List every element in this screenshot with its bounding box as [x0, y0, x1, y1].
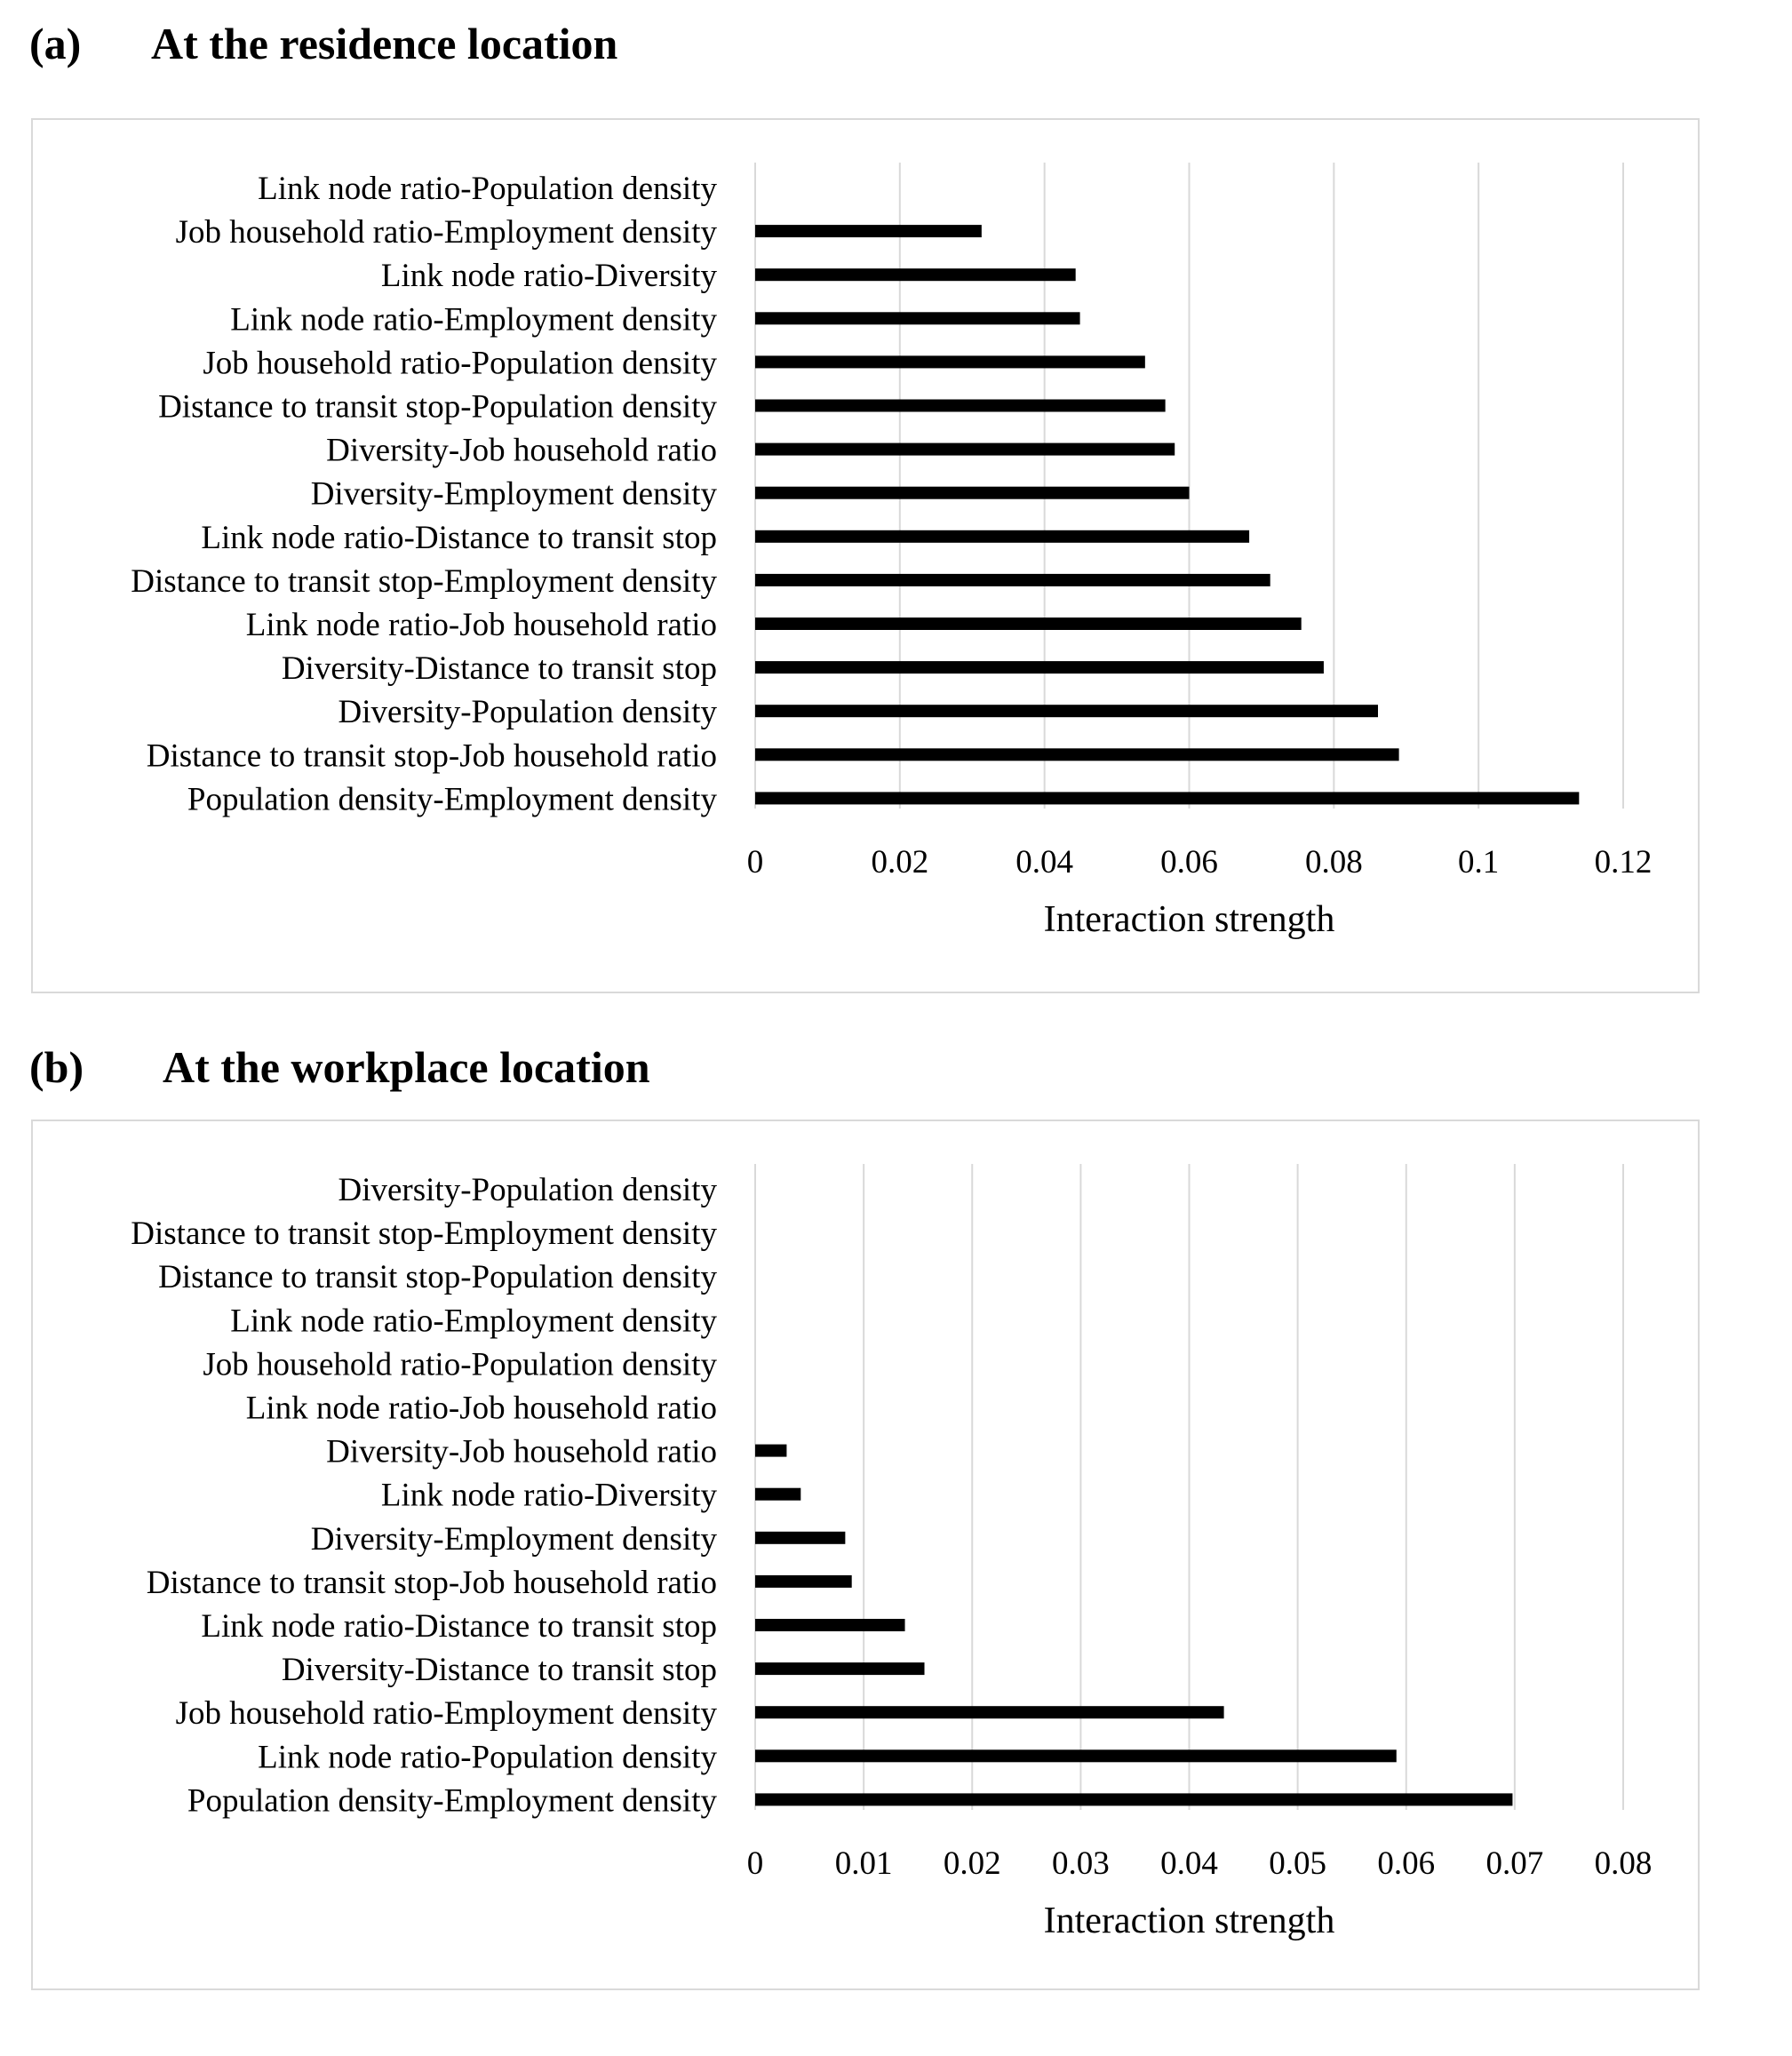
chart-b-category-label: Distance to transit stop-Population dens…: [158, 1259, 717, 1295]
chart-b-category-label: Link node ratio-Job household ratio: [246, 1391, 717, 1427]
chart-b-bar: [755, 1662, 925, 1676]
chart-a: 0 0.02 0.04 0.06 0.08 0.1 0.12 Link node ratio-…: [131, 163, 1653, 940]
chart-b-x-tick-label: 0.03: [1052, 1845, 1110, 1882]
chart-b-bar: [755, 1706, 1224, 1719]
chart-b-bar: [755, 1531, 846, 1544]
chart-b-category-label: Distance to transit stop-Job household r…: [147, 1565, 717, 1601]
chart-a-bar: [755, 442, 1175, 456]
chart-a-x-tick-label: 0.1: [1458, 844, 1499, 881]
chart-b-x-tick-label: 0.02: [944, 1845, 1001, 1882]
chart-a-bar: [755, 573, 1270, 586]
chart-a-category-label: Job household ratio-Employment density: [176, 214, 718, 251]
chart-b-x-tick-label: 0.04: [1160, 1845, 1218, 1882]
chart-a-bar: [755, 225, 982, 238]
chart-a-frame: 0 0.02 0.04 0.06 0.08 0.1 0.12 Link node ratio-…: [31, 118, 1700, 993]
chart-a-bar: [755, 355, 1145, 369]
chart-b-category-label: Diversity-Employment density: [311, 1521, 718, 1558]
chart-a-category-label: Distance to transit stop-Employment dens…: [131, 563, 717, 600]
chart-a-category-label: Link node ratio-Population density: [258, 171, 717, 207]
panel-b-letter: (b): [29, 1042, 84, 1092]
chart-b-x-tick-label: 0.05: [1269, 1845, 1326, 1882]
chart-a-bar: [755, 268, 1076, 282]
chart-a-category-label: Link node ratio-Employment density: [230, 301, 717, 338]
chart-a-category-label: Diversity-Job household ratio: [326, 433, 717, 469]
chart-a-bar: [755, 748, 1399, 761]
chart-a-category-label: Distance to transit stop-Population dens…: [158, 389, 717, 426]
chart-a-x-tick-label: 0.08: [1305, 844, 1363, 881]
chart-a-bar: [755, 530, 1250, 543]
chart-a-x-tick-label: 0.06: [1160, 844, 1218, 881]
chart-a-bar: [755, 486, 1190, 499]
chart-b-bar: [755, 1793, 1513, 1806]
chart-b-bar: [755, 1574, 852, 1588]
chart-a-bar: [755, 312, 1080, 325]
chart-b-category-label: Link node ratio-Population density: [258, 1739, 717, 1775]
chart-b-category-label: Diversity-Population density: [338, 1172, 718, 1208]
chart-a-x-tick-label: 0: [747, 844, 764, 881]
chart-b-bar: [755, 1444, 787, 1457]
chart-b-category-label: Population density-Employment density: [187, 1782, 718, 1819]
chart-b-category-label: Job household ratio-Employment density: [176, 1695, 718, 1732]
chart-b-x-tick-label: 0: [747, 1845, 764, 1882]
chart-a-x-axis-title: Interaction strength: [1044, 899, 1335, 940]
chart-a-category-label: Link node ratio-Distance to transit stop: [201, 520, 717, 556]
panel-a-letter: (a): [29, 19, 82, 68]
chart-a-bar: [755, 618, 1302, 630]
panel-a-heading: At the residence location: [151, 19, 618, 68]
chart-a-category-label: Link node ratio-Job household ratio: [246, 607, 717, 643]
chart-b-x-tick-label: 0.01: [835, 1845, 893, 1882]
chart-a-bar: [755, 792, 1580, 805]
chart-b-bar: [755, 1487, 801, 1501]
chart-a-x-tick-label: 0.12: [1595, 844, 1653, 881]
chart-a-category-label: Link node ratio-Diversity: [381, 258, 718, 294]
chart-b-category-label: Diversity-Job household ratio: [326, 1434, 717, 1470]
panel-b-heading: At the workplace location: [163, 1042, 650, 1092]
chart-b-category-label: Link node ratio-Distance to transit stop: [201, 1608, 717, 1645]
chart-b-bar: [755, 1619, 905, 1631]
chart-a-bar: [755, 399, 1166, 412]
chart-b-x-tick-label: 0.08: [1595, 1845, 1653, 1882]
chart-b-category-label: Link node ratio-Employment density: [230, 1303, 717, 1339]
chart-a-category-label: Job household ratio-Population density: [203, 345, 717, 381]
chart-a-category-label: Diversity-Population density: [338, 694, 718, 730]
chart-b-category-label: Diversity-Distance to transit stop: [282, 1652, 717, 1688]
panel-b-title: (b) At the workplace location: [29, 1041, 650, 1093]
chart-a-category-label: Diversity-Employment density: [311, 476, 718, 513]
chart-a-x-tick-label: 0.04: [1015, 844, 1073, 881]
chart-b-x-tick-label: 0.07: [1486, 1845, 1544, 1882]
chart-a-bar: [755, 661, 1324, 674]
chart-a-category-label: Distance to transit stop-Job household r…: [147, 737, 717, 774]
chart-b-bar: [755, 1749, 1397, 1763]
chart-a-bar: [755, 705, 1378, 718]
chart-a-x-tick-label: 0.02: [871, 844, 928, 881]
chart-b: 0 0.01 0.02 0.03 0.04 0.05 0.06 0.07 0.08 Diversi…: [131, 1164, 1653, 1941]
chart-b-category-label: Distance to transit stop-Employment dens…: [131, 1215, 717, 1252]
chart-b-category-label: Job household ratio-Population density: [203, 1346, 717, 1383]
chart-b-frame: 0 0.01 0.02 0.03 0.04 0.05 0.06 0.07 0.08 Diversi…: [31, 1120, 1700, 1990]
panel-a-title: (a) At the residence location: [29, 18, 617, 69]
chart-b-x-axis-title: Interaction strength: [1044, 1901, 1335, 1941]
chart-b-category-label: Link node ratio-Diversity: [381, 1478, 718, 1514]
chart-a-category-label: Diversity-Distance to transit stop: [282, 650, 717, 687]
chart-a-category-label: Population density-Employment density: [187, 781, 718, 817]
chart-b-x-tick-label: 0.06: [1377, 1845, 1435, 1882]
